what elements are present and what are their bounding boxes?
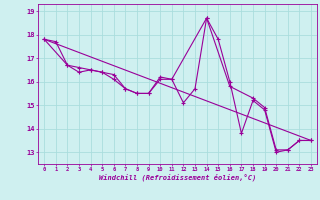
X-axis label: Windchill (Refroidissement éolien,°C): Windchill (Refroidissement éolien,°C) — [99, 174, 256, 181]
